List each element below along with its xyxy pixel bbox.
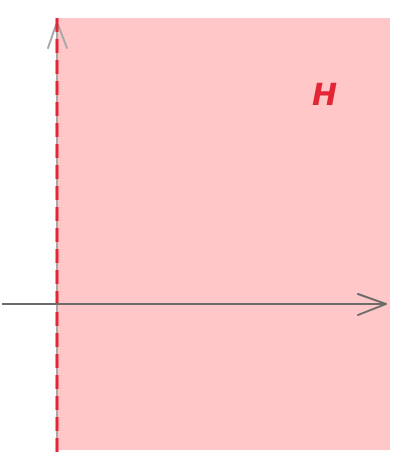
x-axis-arrowhead [357, 293, 387, 316]
half-plane-region [56, 18, 390, 450]
region-label: H [312, 78, 337, 113]
